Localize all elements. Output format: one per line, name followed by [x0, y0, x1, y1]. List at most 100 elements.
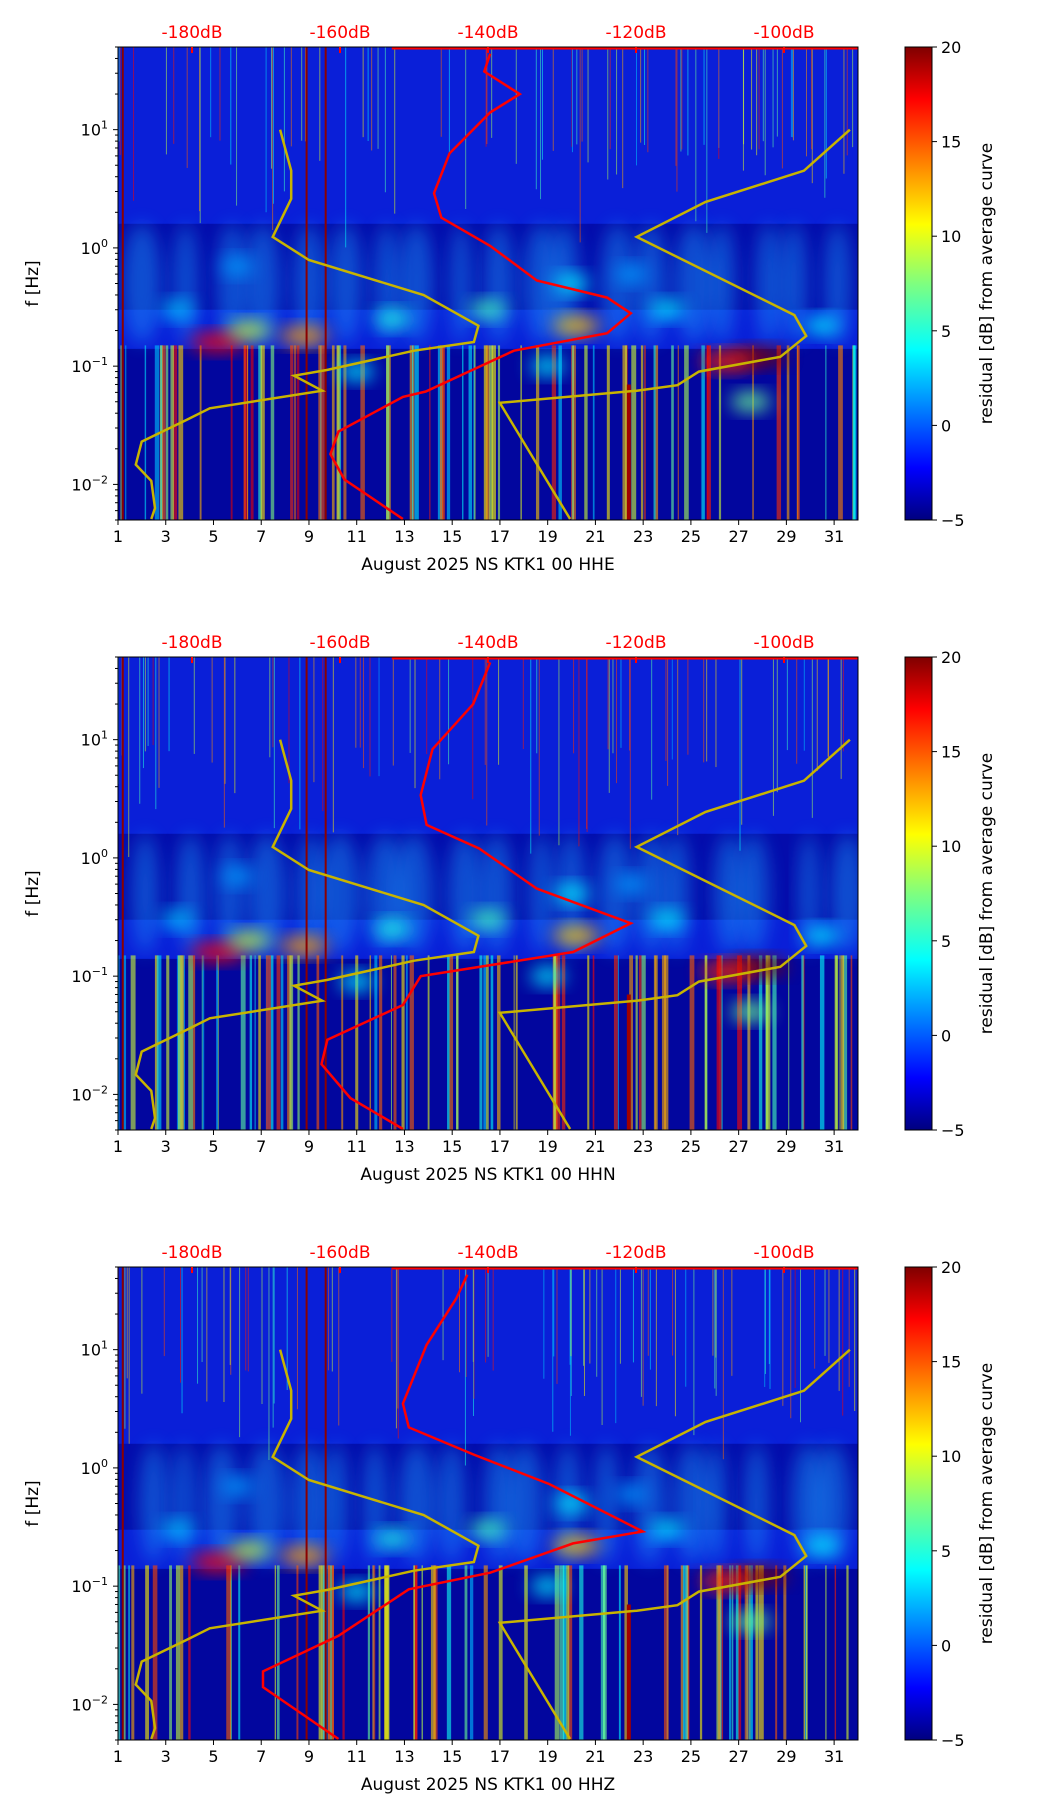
heatmap-plume — [296, 833, 326, 954]
median-psd-curve — [320, 661, 634, 1131]
x-tick-label: 29 — [776, 1747, 796, 1766]
heatmap-low-band — [118, 1568, 858, 1740]
db-tick-label: -100dB — [753, 1243, 814, 1263]
high-noise-model-curve — [497, 1348, 851, 1740]
heatmap-plume — [437, 1443, 466, 1564]
heatmap-feature — [552, 926, 600, 945]
x-axis-label: August 2025 NS KTK1 00 HHN — [360, 1165, 615, 1185]
db-tick-label: -160dB — [309, 23, 370, 43]
x-tick-label: 9 — [304, 527, 314, 546]
colorbar-tick-label: −5 — [941, 1121, 965, 1140]
y-tick-exponent: −1 — [92, 1575, 108, 1588]
heatmap-feature — [804, 926, 840, 945]
x-tick-label: 29 — [776, 527, 796, 546]
x-tick-label: 27 — [728, 527, 748, 546]
median-psd-curve — [329, 53, 633, 520]
x-tick-label: 7 — [256, 1747, 266, 1766]
db-tick-label: -180dB — [161, 1243, 222, 1263]
y-tick-label: 101 — [81, 729, 108, 750]
heatmap-plume — [172, 1443, 195, 1564]
colorbar-tick-label: 10 — [941, 837, 961, 856]
heatmap-feature — [279, 936, 329, 955]
y-tick-label: 101 — [81, 1339, 108, 1360]
x-tick-label: 1 — [113, 1747, 123, 1766]
y-tick-exponent: −1 — [92, 965, 108, 978]
heatmap-feature — [530, 357, 565, 376]
y-tick-base: 10 — [81, 239, 101, 258]
heatmap-feature — [730, 1612, 771, 1631]
heatmap-plume — [215, 833, 244, 954]
heatmap-feature — [279, 1546, 329, 1565]
y-tick-base: 10 — [81, 1459, 101, 1478]
colorbar-tick-label: 10 — [941, 1447, 961, 1466]
heatmap-plume — [291, 1443, 327, 1564]
x-tick-label: 3 — [161, 1747, 171, 1766]
heatmap-feature — [530, 1577, 565, 1596]
heatmap-area — [118, 1267, 858, 1741]
heatmap-plume — [293, 223, 325, 344]
heatmap-feature — [161, 1520, 195, 1539]
heatmap-feature — [228, 321, 271, 340]
db-tick-label: -180dB — [161, 23, 222, 43]
y-tick-label: 100 — [81, 847, 108, 868]
x-tick-label: 23 — [633, 527, 653, 546]
db-tick-label: -120dB — [605, 23, 666, 43]
heatmap-area — [118, 47, 858, 520]
heatmap-plume — [399, 223, 434, 344]
y-tick-exponent: 0 — [101, 237, 108, 250]
heatmap-feature — [374, 920, 411, 939]
heatmap-feature — [730, 1002, 771, 1021]
heatmap-plume — [216, 223, 248, 344]
y-tick-exponent: 0 — [101, 1457, 108, 1470]
heatmap-feature — [699, 962, 754, 981]
colorbar-label: residual [dB] from average curve — [977, 143, 997, 424]
x-tick-label: 13 — [394, 1137, 414, 1156]
low-noise-model-curve — [134, 1349, 480, 1740]
heatmap-feature — [552, 316, 600, 335]
y-tick-exponent: −2 — [92, 1083, 108, 1096]
heatmap-feature — [339, 972, 374, 991]
x-tick-label: 25 — [681, 1747, 701, 1766]
heatmap-area — [118, 657, 858, 1131]
colorbar-tick-label: 0 — [941, 1636, 951, 1655]
y-tick-label: 10−1 — [71, 1575, 108, 1596]
x-tick-label: 11 — [347, 1137, 367, 1156]
x-tick-label: 21 — [585, 1137, 605, 1156]
x-tick-label: 27 — [728, 1137, 748, 1156]
heatmap-plume — [139, 1443, 169, 1564]
heatmap-plume — [830, 833, 858, 954]
heatmap-plume — [597, 833, 633, 954]
y-tick-exponent: −1 — [92, 355, 108, 368]
heatmap-plume — [529, 833, 553, 954]
x-tick-label: 19 — [537, 1137, 557, 1156]
x-tick-label: 31 — [824, 1137, 844, 1156]
x-tick-label: 3 — [161, 527, 171, 546]
y-tick-label: 100 — [81, 237, 108, 258]
low-noise-model-curve — [134, 129, 480, 520]
heatmap-plume — [674, 223, 714, 344]
x-tick-label: 5 — [208, 1747, 218, 1766]
db-tick-label: -100dB — [753, 633, 814, 653]
heatmap-feature — [530, 967, 565, 986]
x-axis-label: August 2025 NS KTK1 00 HHE — [361, 555, 614, 575]
db-tick-label: -140dB — [457, 633, 518, 653]
heatmap-feature — [469, 300, 507, 319]
heatmap-plume — [523, 223, 560, 344]
db-tick-label: -140dB — [457, 1243, 518, 1263]
x-tick-label: 23 — [633, 1747, 653, 1766]
heatmap-feature — [339, 1582, 374, 1601]
heatmap-plume — [245, 223, 281, 344]
y-tick-base: 10 — [71, 357, 91, 376]
heatmap-feature — [469, 910, 507, 929]
colorbar-tick-label: 0 — [941, 416, 951, 435]
heatmap-plume — [738, 833, 770, 954]
heatmap-feature — [228, 931, 271, 950]
heatmap-feature — [804, 1536, 840, 1555]
y-tick-label: 10−2 — [71, 473, 108, 494]
x-tick-label: 23 — [633, 1137, 653, 1156]
heatmap-feature — [699, 352, 754, 371]
y-tick-base: 10 — [81, 849, 101, 868]
heatmap-plume — [483, 223, 514, 344]
